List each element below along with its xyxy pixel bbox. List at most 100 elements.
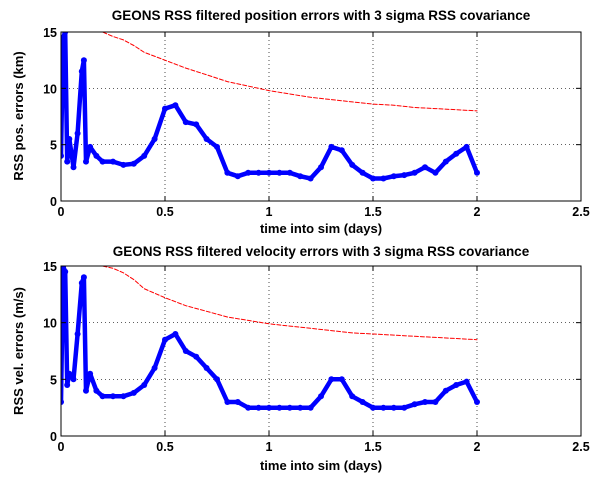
series-point [422,164,428,171]
series-point [380,175,387,182]
series-point [151,136,158,142]
series-point [214,376,220,383]
series-point [83,158,89,165]
grid-lines [61,266,581,436]
series-point [70,376,77,383]
series-point [442,158,449,165]
series-point [453,382,460,388]
x-tick-label: 2 [474,440,481,454]
x-tick-label: 0 [58,205,65,219]
y-tick-label: 5 [50,373,57,387]
series-point [401,172,408,179]
series-point [338,147,345,154]
series-point [99,393,106,400]
y-tick-label: 10 [43,82,57,96]
series-layer [61,266,480,411]
series-point [380,404,387,411]
series-point [130,160,137,167]
series-point [141,382,148,388]
series-point [93,152,100,159]
series-point [307,175,314,182]
series-point [172,331,179,337]
series-point [66,136,73,142]
tick-layer: 0 0.5 1 1.5 2 2.5 0 5 10 15 [43,26,590,219]
series-point [64,158,71,165]
series-point [110,393,116,400]
series-point [245,404,252,411]
series-point [120,393,127,400]
x-tick-label: 1 [266,205,273,219]
series-point [286,404,293,411]
series-point [318,164,324,171]
series-point [307,404,314,411]
series-point [474,399,480,405]
series-point [130,389,137,396]
series-point [276,404,283,411]
series-point [61,399,64,405]
series-point [338,376,345,383]
series-point [359,399,366,405]
series-point [182,348,189,354]
series-point [193,121,200,128]
x-tick-label: 0.5 [156,440,173,454]
chart-title: GEONS RSS filtered velocity errors with … [113,244,530,259]
chart-title: GEONS RSS filtered position errors with … [112,8,531,23]
series-point [411,401,418,408]
series-point [110,158,116,165]
plot-area [61,32,581,201]
series-point [297,173,304,180]
series-point [61,266,67,269]
series-point [162,105,168,112]
series-point [93,387,100,394]
series-point [61,34,67,41]
series-point [120,161,127,168]
x-tick-label: 0.5 [156,205,173,219]
series-point [80,57,87,64]
series-layer [61,32,480,182]
x-tick-label: 1 [266,440,273,454]
series-point [390,404,397,411]
series-point [432,399,439,405]
series-point [276,169,283,176]
series-point [83,387,89,394]
series-point [255,404,262,411]
series-point [463,378,470,385]
axes-box [60,31,582,202]
y-tick-label: 0 [50,195,57,209]
series-point [442,387,449,394]
series-point [64,382,71,388]
series-point [151,365,158,371]
series-point [359,169,366,176]
series-point [349,161,356,168]
y-axis-label: RSS vel. errors (m/s) [11,287,26,415]
series-point [286,169,293,176]
x-axis-label: time into sim (days) [260,221,382,236]
series-point [141,152,148,159]
series-point [87,143,94,150]
series-point [61,152,64,159]
series-point [390,173,397,180]
series-point [328,143,335,150]
series-point [422,399,428,405]
x-tick-label: 2.5 [572,440,589,454]
series-point [224,399,231,405]
series-point [74,130,81,137]
series-point [224,169,231,176]
x-tick-label: 1.5 [364,205,381,219]
series-point [66,370,73,377]
series-point [255,169,262,176]
axes-box [60,265,582,437]
x-tick-label: 2.5 [572,205,589,219]
plot-area [61,266,581,436]
series-3-sigma-covariance-line [61,32,478,112]
x-tick-label: 0 [58,440,65,454]
series-point [318,393,324,400]
x-tick-label: 1.5 [364,440,381,454]
position-error-panel: 0 0.5 1 1.5 2 2.5 0 5 10 15 GEONS RSS filtered po… [11,8,590,236]
series-point [474,169,480,176]
y-tick-label: 0 [50,430,57,444]
velocity-error-panel: 0 0.5 1 1.5 2 2.5 0 5 10 15 GEONS RSS filtered ve… [11,244,590,473]
series-point [401,404,408,411]
